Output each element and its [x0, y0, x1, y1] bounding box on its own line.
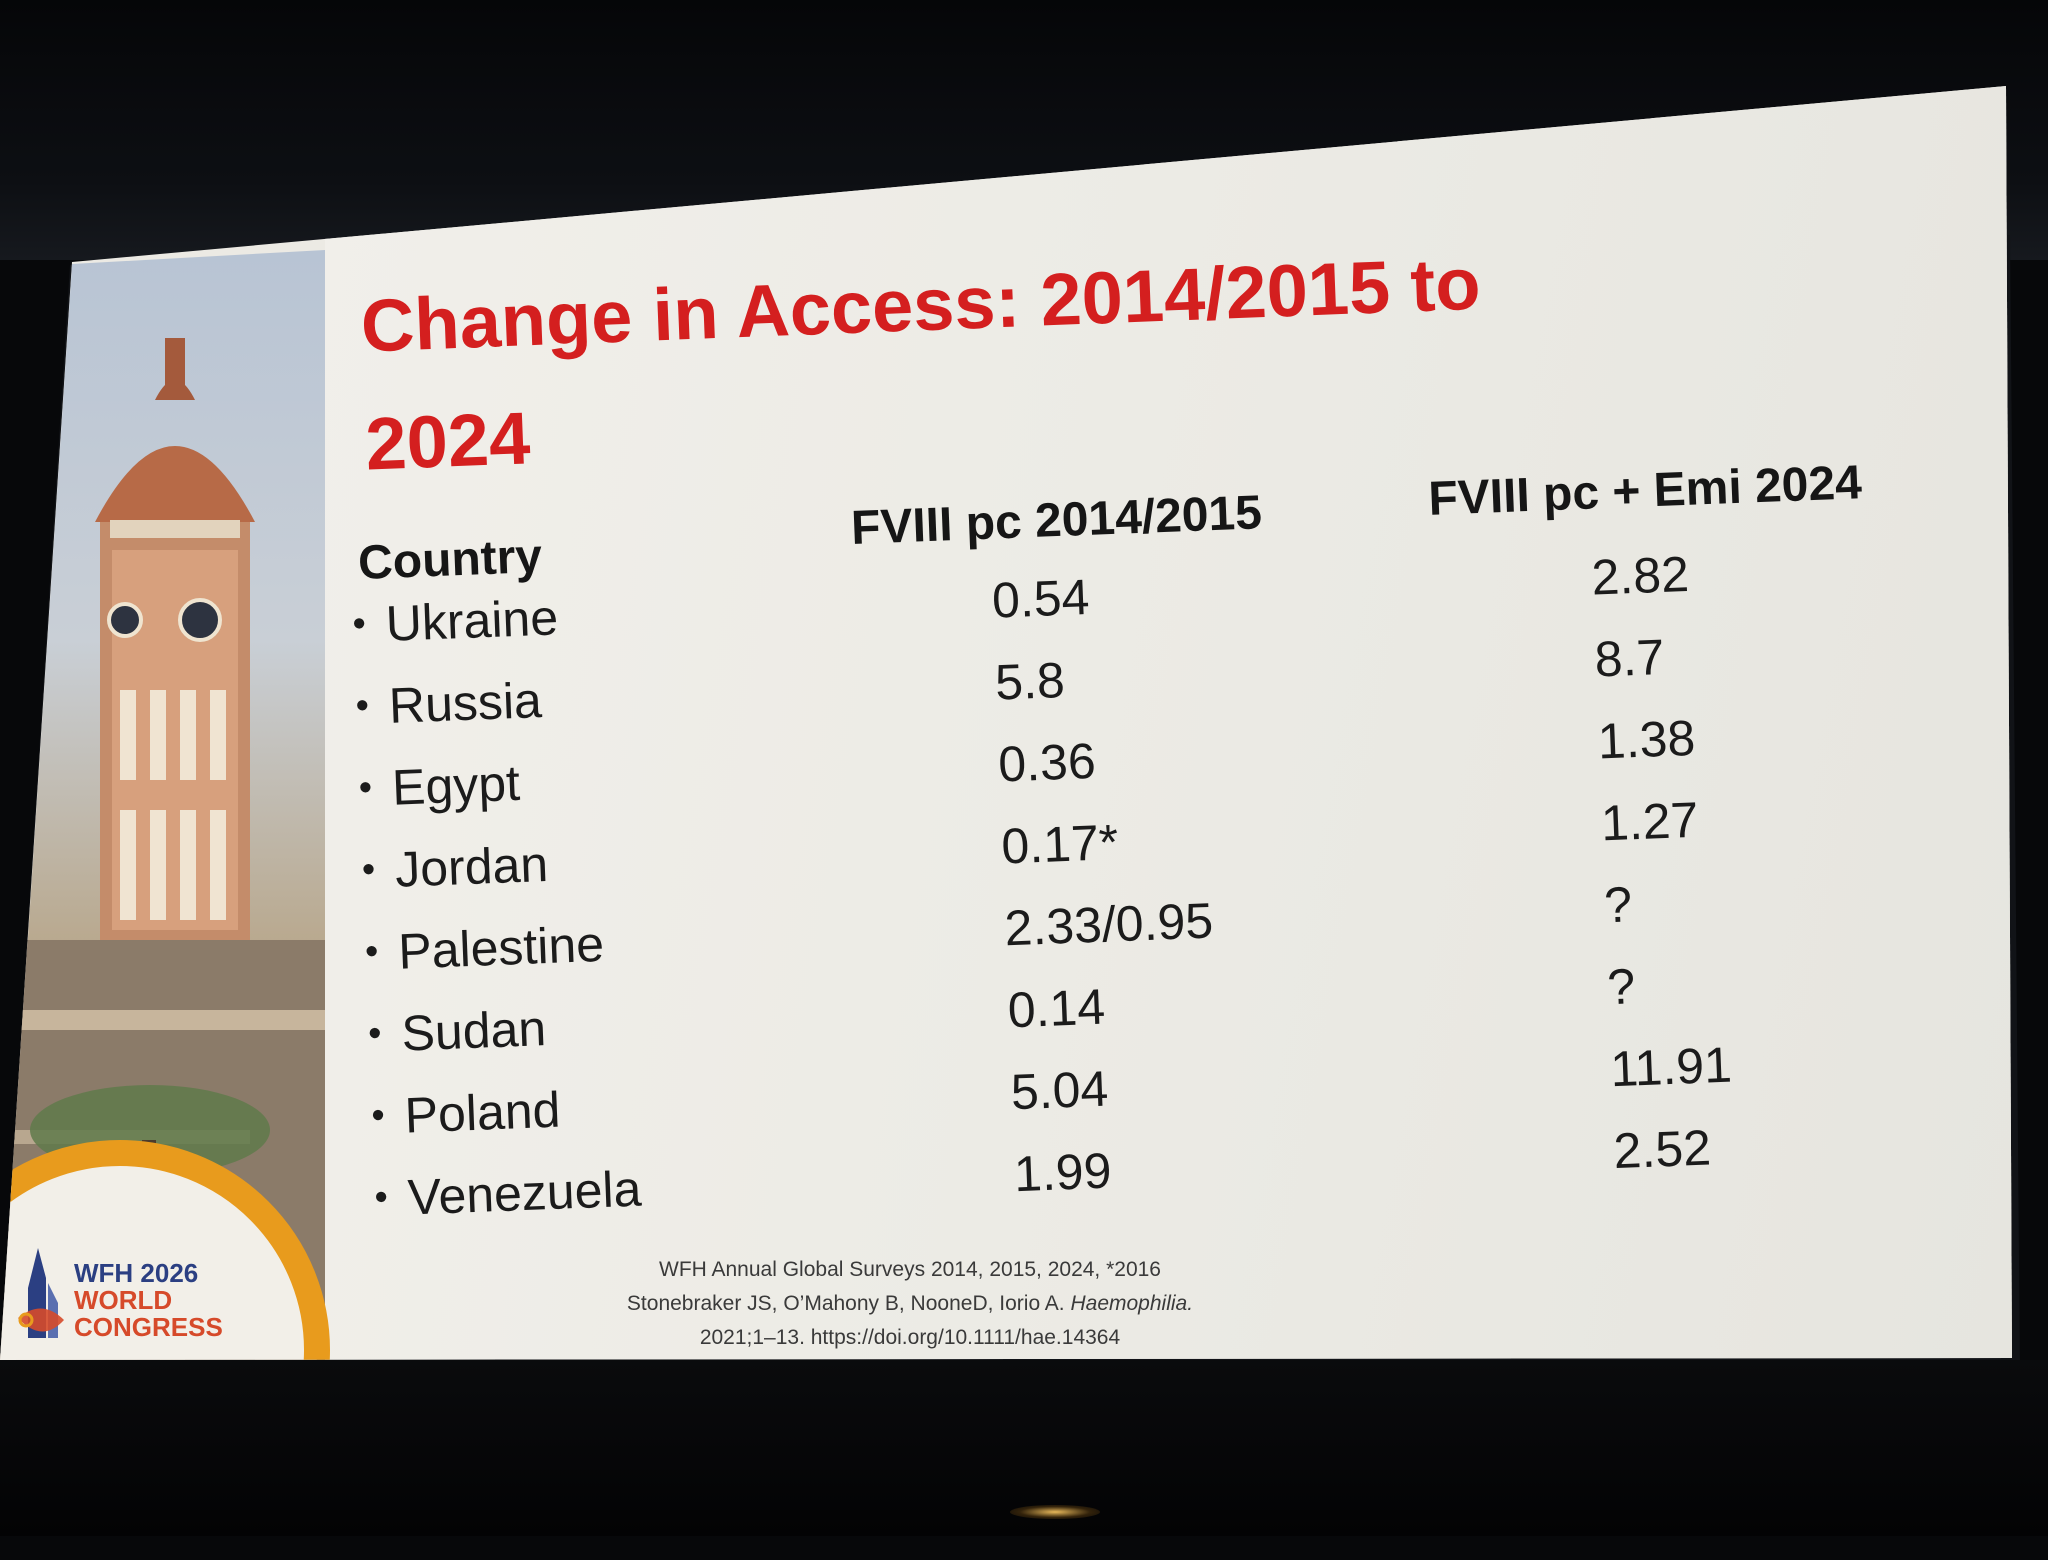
country-cell: Poland	[370, 1081, 562, 1146]
fviii-2014-2015-cell: 1.99	[1013, 1142, 1113, 1203]
fviii-2014-2015-cell: 5.04	[1009, 1060, 1110, 1121]
slide-body	[325, 86, 2012, 1360]
fviii-emi-2024-cell: 11.91	[1609, 1036, 1733, 1098]
stage-light	[1010, 1505, 1100, 1519]
footnote-line-2: Stonebraker JS, O’Mahony B, NooneD, Iori…	[560, 1287, 1260, 1321]
fviii-emi-2024-cell: 1.38	[1596, 709, 1697, 770]
header-fviii-2014-2015: FVIII pc 2014/2015	[850, 486, 1263, 555]
header-fviii-emi-2024: FVIII pc + Emi 2024	[1427, 456, 1863, 526]
fviii-emi-2024-cell: 2.82	[1590, 545, 1690, 606]
country-cell: Palestine	[364, 915, 605, 982]
fviii-2014-2015-cell: 0.17*	[1000, 814, 1120, 875]
country-cell: Sudan	[367, 999, 547, 1064]
country-cell: Egypt	[358, 754, 521, 818]
slide-title: Change in Access: 2014/2015 to 2024	[359, 241, 1482, 486]
country-cell: Jordan	[361, 835, 549, 900]
fviii-emi-2024-cell: 8.7	[1593, 628, 1666, 688]
country-cell: Venezuela	[373, 1160, 643, 1228]
fviii-emi-2024-cell: 2.52	[1612, 1119, 1712, 1180]
country-cell: Ukraine	[351, 588, 559, 654]
country-cell: Russia	[355, 671, 543, 736]
fviii-emi-2024-cell: ?	[1603, 876, 1634, 934]
header-country: Country	[357, 529, 544, 590]
logo-line-world: WORLD	[74, 1285, 173, 1315]
wfh-logo-icon	[18, 1248, 64, 1338]
fviii-2014-2015-cell: 5.8	[994, 651, 1066, 711]
fviii-2014-2015-cell: 0.54	[990, 568, 1091, 629]
slide-footnote: WFH Annual Global Surveys 2014, 2015, 20…	[560, 1253, 1260, 1355]
wfh-world-congress-logo: WFH 2026 WORLD CONGRESS	[18, 1240, 223, 1350]
fviii-2014-2015-cell: 2.33/0.95	[1003, 892, 1215, 957]
footnote-authors: Stonebraker JS, O’Mahony B, NooneD, Iori…	[626, 1292, 1071, 1315]
fviii-emi-2024-cell: ?	[1606, 958, 1637, 1016]
fviii-2014-2015-cell: 0.36	[997, 732, 1097, 793]
fviii-emi-2024-cell: 1.27	[1599, 791, 1700, 852]
footnote-line-1: WFH Annual Global Surveys 2014, 2015, 20…	[659, 1258, 1161, 1281]
footnote-journal: Haemophilia.	[1070, 1292, 1194, 1315]
logo-line-wfh-2026: WFH 2026	[74, 1258, 199, 1288]
logo-line-congress: CONGRESS	[74, 1312, 223, 1342]
fviii-2014-2015-cell: 0.14	[1006, 978, 1107, 1039]
logo-text: WFH 2026 WORLD CONGRESS	[74, 1260, 223, 1341]
footnote-line-3: 2021;1–13. https://doi.org/10.1111/hae.1…	[699, 1326, 1121, 1349]
